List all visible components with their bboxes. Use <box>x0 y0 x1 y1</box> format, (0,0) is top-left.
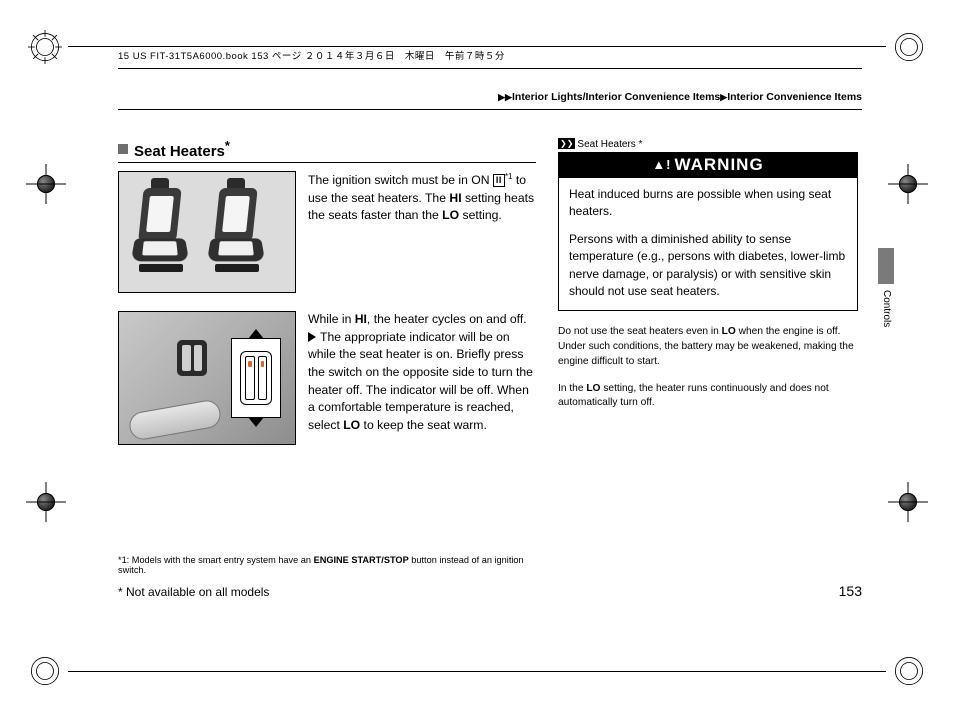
figure-seats <box>118 171 296 293</box>
crop-rule <box>68 46 886 47</box>
figure-switch <box>118 311 296 445</box>
registration-mark-icon <box>28 654 62 688</box>
square-bullet-icon <box>118 144 128 154</box>
on-position-icon: II <box>493 174 505 187</box>
body-text: The ignition switch must be in ON II*1 t… <box>308 171 536 293</box>
chevron-icon: ❯❯ <box>558 138 575 149</box>
side-note: Do not use the seat heaters even in LO w… <box>558 325 858 369</box>
arrow-icon: ▶▶ <box>498 92 512 102</box>
divider <box>118 68 862 69</box>
book-metadata: 15 US FIT-31T5A6000.book 153 ページ ２０１４年３月… <box>118 48 862 62</box>
crop-rule <box>68 671 886 672</box>
side-tab: Controls <box>866 240 894 336</box>
body-text: While in HI, the heater cycles on and of… <box>308 311 536 445</box>
breadcrumb: ▶▶Interior Lights/Interior Convenience I… <box>118 91 862 103</box>
models-note: * Not available on all models <box>118 585 269 599</box>
triangle-bullet-icon <box>308 332 316 342</box>
callout-switch-icon <box>231 338 281 418</box>
divider <box>118 109 862 110</box>
page-number: 153 <box>839 583 862 599</box>
warning-box: ▲!WARNING Heat induced burns are possibl… <box>558 152 858 311</box>
warning-text: Persons with a diminished ability to sen… <box>569 231 847 301</box>
warning-text: Heat induced burns are possible when usi… <box>569 186 847 221</box>
crosshair-icon <box>26 164 66 204</box>
side-note: In the LO setting, the heater runs conti… <box>558 382 858 412</box>
registration-mark-icon <box>28 30 62 64</box>
crosshair-icon <box>26 482 66 522</box>
warning-heading: ▲!WARNING <box>559 153 857 178</box>
registration-mark-icon <box>892 654 926 688</box>
registration-mark-icon <box>892 30 926 64</box>
crosshair-icon <box>888 164 928 204</box>
side-label: ❯❯Seat Heaters * <box>558 138 858 150</box>
footnote: *1: Models with the smart entry system h… <box>118 555 536 575</box>
warning-icon: ▲! <box>652 157 671 172</box>
crosshair-icon <box>888 482 928 522</box>
section-heading: Seat Heaters* <box>118 138 536 163</box>
